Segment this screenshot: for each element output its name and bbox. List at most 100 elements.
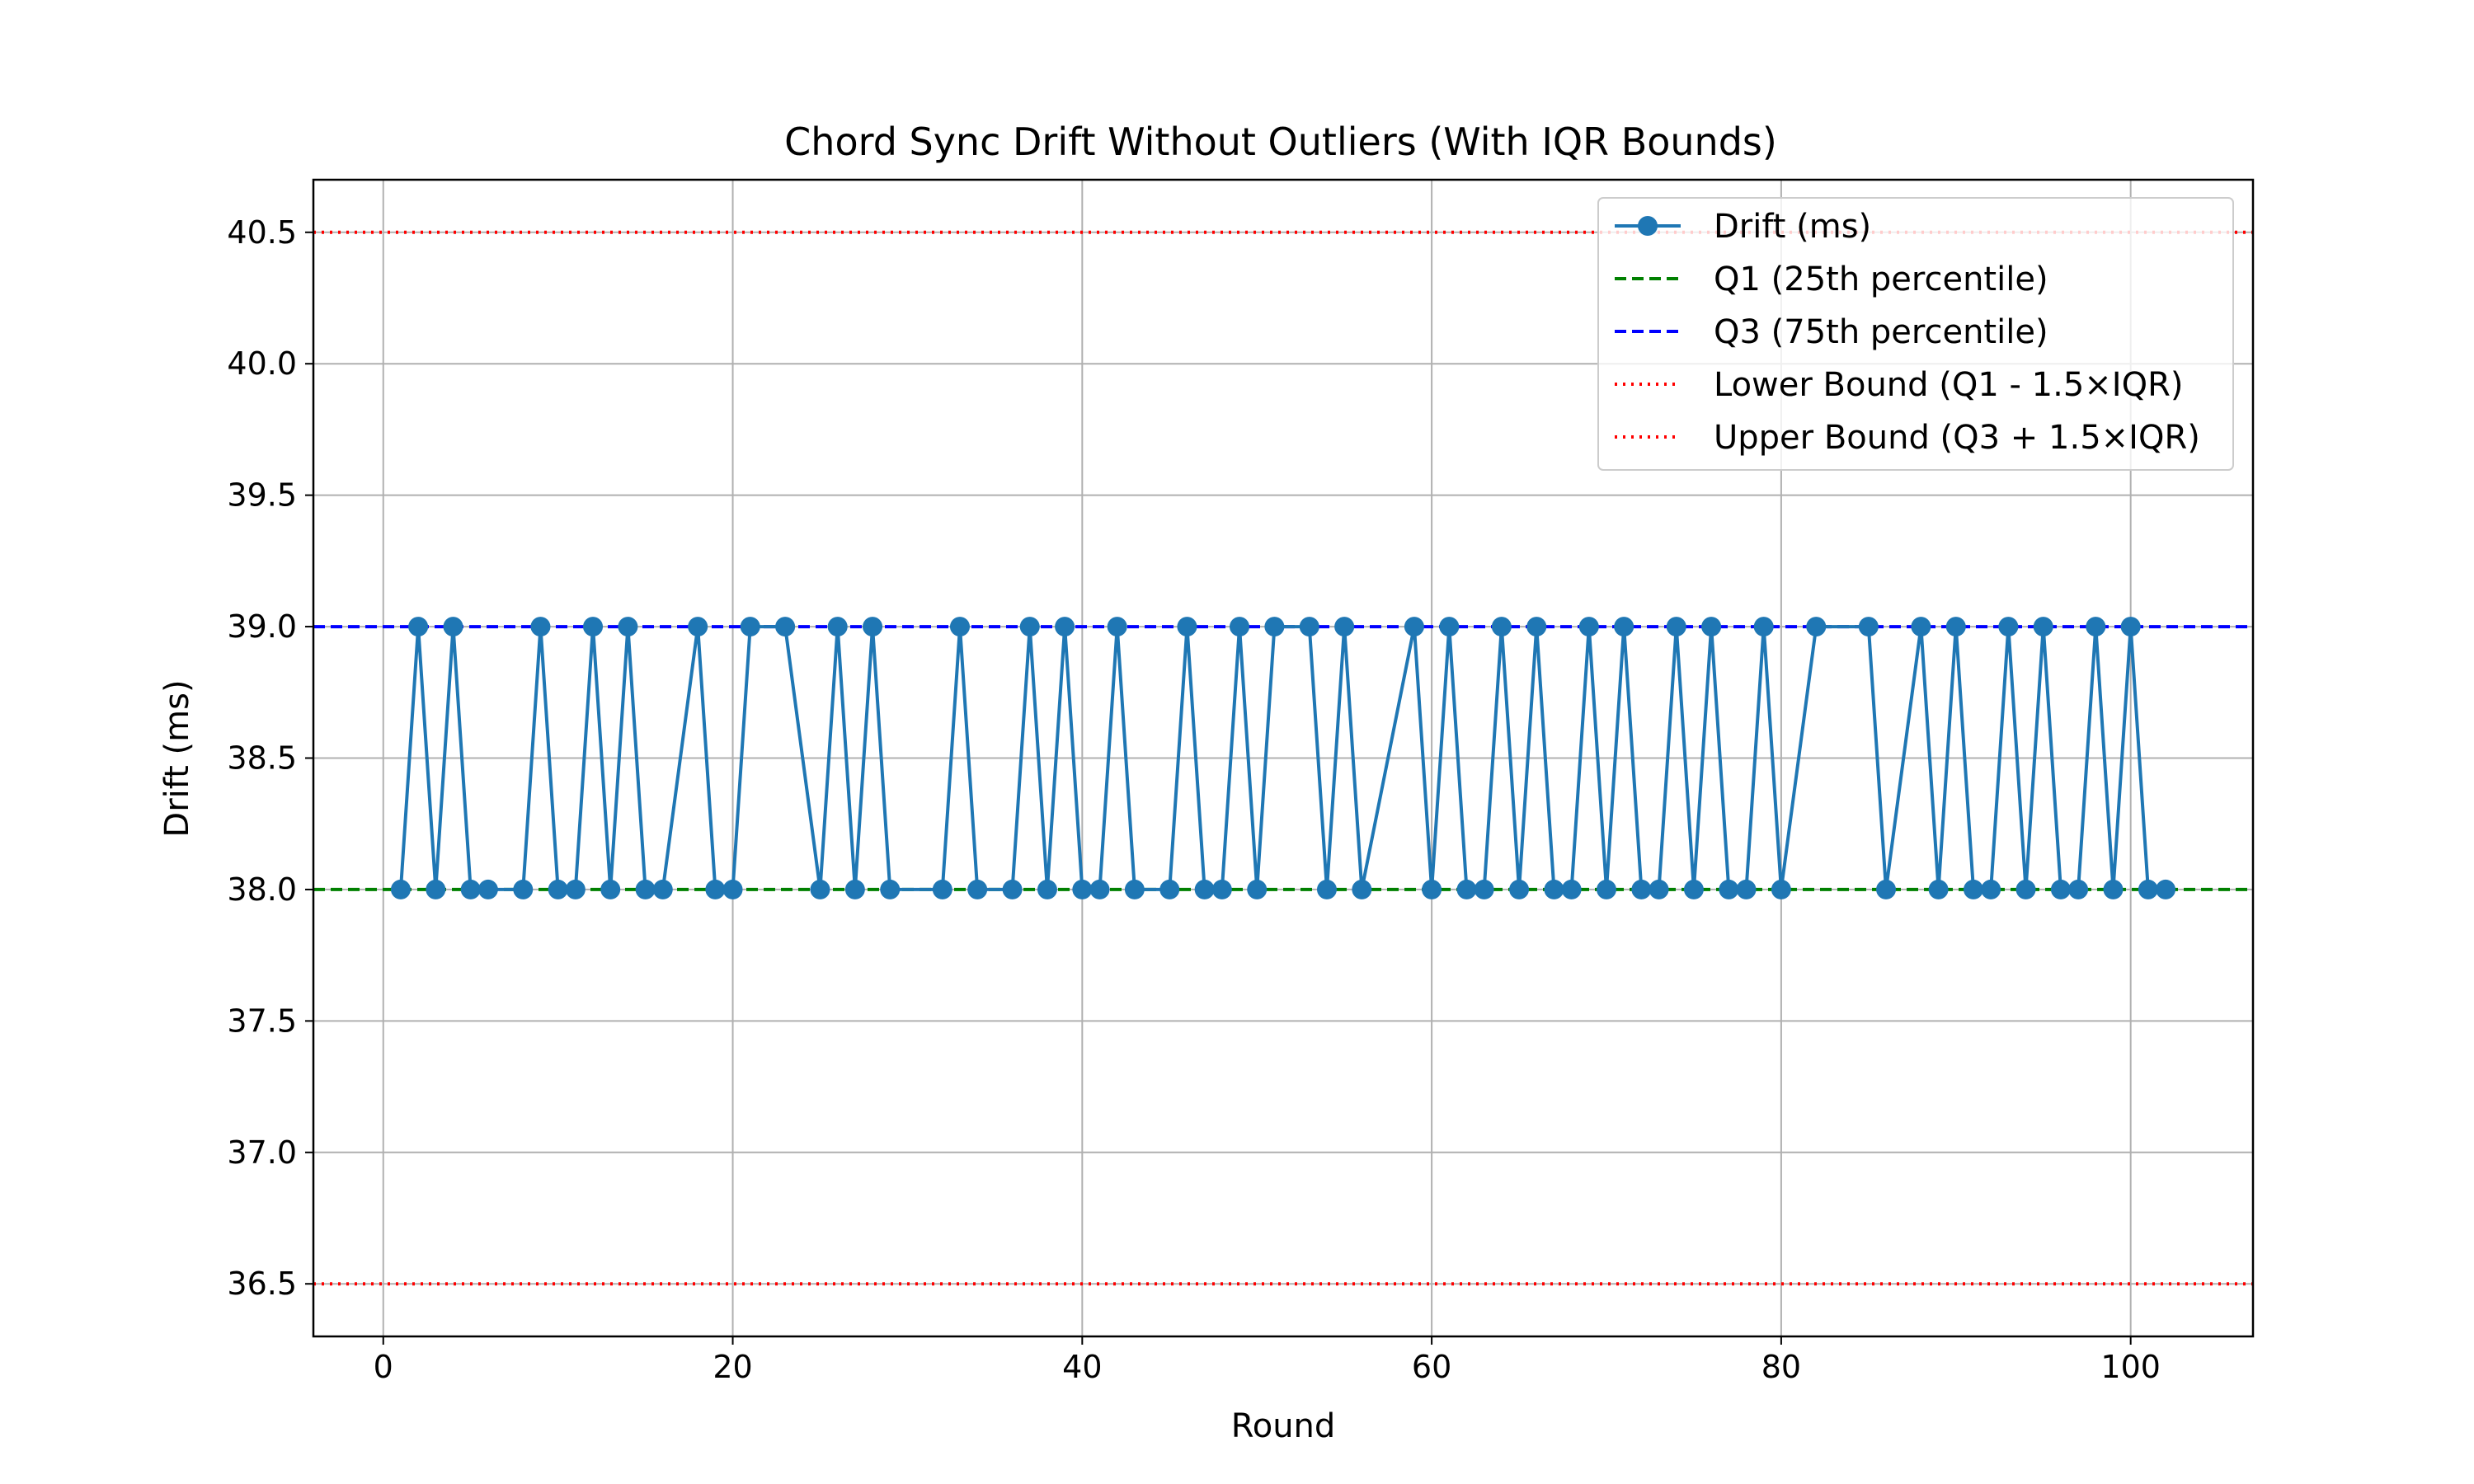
data-point (1561, 879, 1582, 899)
data-point (443, 617, 463, 637)
data-point (740, 617, 760, 637)
x-tick-label: 20 (713, 1349, 752, 1385)
x-tick-label: 0 (374, 1349, 393, 1385)
data-point (652, 879, 673, 899)
data-point (1614, 617, 1634, 637)
data-series (390, 617, 2176, 899)
data-point (1055, 617, 1075, 637)
y-tick-label: 39.0 (227, 608, 297, 645)
data-point (775, 617, 796, 637)
data-point (827, 617, 848, 637)
data-point (2120, 617, 2141, 637)
data-point (1544, 879, 1564, 899)
data-point (1211, 879, 1232, 899)
y-tick-label: 40.0 (227, 345, 297, 382)
data-point (600, 879, 621, 899)
data-point (460, 879, 481, 899)
legend: Drift (ms) Q1 (25th percentile) Q3 (75th p… (1597, 197, 2234, 471)
data-point (1247, 879, 1268, 899)
data-point (1578, 617, 1599, 637)
data-point (1526, 617, 1547, 637)
data-point (950, 617, 970, 637)
data-point (1649, 879, 1669, 899)
legend-label: Q3 (75th percentile) (1714, 313, 2048, 351)
legend-label: Lower Bound (Q1 - 1.5×IQR) (1714, 366, 2183, 404)
data-point (1998, 617, 2019, 637)
data-point (1963, 879, 1983, 899)
y-tick-label: 37.0 (227, 1134, 297, 1171)
data-point (967, 879, 988, 899)
y-tick-label: 38.5 (227, 740, 297, 777)
data-point (2086, 617, 2106, 637)
data-point (1911, 617, 1931, 637)
data-point (1404, 617, 1424, 637)
data-point (1264, 617, 1285, 637)
y-tick-label: 39.5 (227, 477, 297, 514)
data-point (2156, 879, 2176, 899)
data-point (1876, 879, 1897, 899)
x-tick-label: 60 (1412, 1349, 1451, 1385)
data-point (1858, 617, 1879, 637)
data-point (722, 879, 743, 899)
data-point (1945, 617, 1966, 637)
data-point (1002, 879, 1023, 899)
data-point (1806, 617, 1827, 637)
legend-label: Drift (ms) (1714, 208, 1871, 246)
data-point (1701, 617, 1722, 637)
data-point (618, 617, 638, 637)
y-tick-label: 40.5 (227, 214, 297, 251)
data-point (1439, 617, 1460, 637)
data-point (1159, 879, 1180, 899)
data-point (530, 617, 551, 637)
data-point (1666, 617, 1686, 637)
legend-box (1597, 197, 2234, 471)
data-point (426, 879, 446, 899)
x-axis-label: Round (1231, 1407, 1336, 1445)
data-point (1753, 617, 1774, 637)
data-point (513, 879, 534, 899)
data-point (880, 879, 901, 899)
data-point (548, 879, 568, 899)
data-point (1597, 879, 1616, 899)
x-tick-label: 100 (2100, 1349, 2161, 1385)
data-point (1352, 879, 1372, 899)
data-point (1981, 879, 2001, 899)
data-point (1509, 879, 1530, 899)
data-point (1316, 879, 1337, 899)
data-point (583, 617, 604, 637)
data-point (688, 617, 708, 637)
data-point (1491, 617, 1512, 637)
data-point (1124, 879, 1145, 899)
data-point (1230, 617, 1250, 637)
y-tick-label: 37.5 (227, 1003, 297, 1039)
data-point (932, 879, 952, 899)
data-point (863, 617, 883, 637)
data-point (1194, 879, 1215, 899)
data-point (1177, 617, 1197, 637)
data-point (1683, 879, 1704, 899)
data-point (1107, 617, 1127, 637)
data-point (1037, 879, 1057, 899)
y-tick-label: 38.0 (227, 871, 297, 908)
y-tick-label: 36.5 (227, 1266, 297, 1302)
data-point (408, 617, 429, 637)
data-point (2015, 879, 2036, 899)
data-point (2068, 879, 2089, 899)
data-point (635, 879, 656, 899)
data-point (1299, 617, 1319, 637)
legend-label: Upper Bound (Q3 + 1.5×IQR) (1714, 419, 2200, 457)
data-point (1631, 879, 1652, 899)
data-point (2103, 879, 2124, 899)
data-point (1928, 879, 1949, 899)
data-point (1736, 879, 1757, 899)
legend-label: Q1 (25th percentile) (1714, 261, 2048, 298)
data-point (1019, 617, 1040, 637)
data-point (705, 879, 726, 899)
data-point (2138, 879, 2158, 899)
y-axis-label: Drift (ms) (158, 679, 196, 837)
data-point (1474, 879, 1494, 899)
data-point (1422, 879, 1442, 899)
axis-ticks: 0 20 40 60 80 100 36.5 37.0 37.5 38.0 38.5 39.0 39.5… (227, 214, 2161, 1385)
data-point (1089, 879, 1110, 899)
